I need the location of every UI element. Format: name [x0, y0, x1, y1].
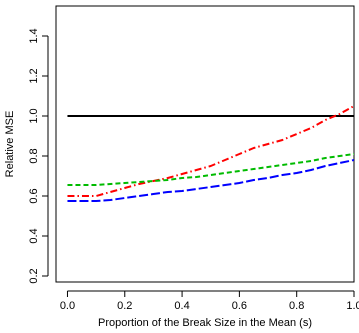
x-tick-label: 0.0: [60, 300, 75, 312]
y-tick-label: 0.8: [28, 148, 40, 163]
y-tick-label: 1.4: [28, 28, 40, 43]
x-tick-label: 0.4: [174, 300, 189, 312]
x-tick-label: 0.2: [117, 300, 132, 312]
x-axis: 0.0 0.2 0.4 0.6 0.8 1.0: [60, 290, 359, 312]
y-tick-label: 1.0: [28, 108, 40, 123]
y-axis-label: Relative MSE: [4, 111, 16, 178]
y-axis: 0.2 0.4 0.6 0.8 1.0 1.2 1.4: [28, 28, 49, 284]
y-tick-label: 0.6: [28, 188, 40, 203]
y-tick-label: 1.2: [28, 68, 40, 83]
x-tick-label: 0.8: [289, 300, 304, 312]
y-tick-label: 0.4: [28, 228, 40, 243]
series-layer: [67, 105, 354, 202]
series-line-2: [67, 105, 354, 197]
x-tick-label: 1.0: [346, 300, 359, 312]
y-tick-label: 0.2: [28, 268, 40, 283]
series-line-4: [67, 159, 354, 202]
x-axis-label: Proportion of the Break Size in the Mean…: [98, 317, 312, 329]
plot-frame: [55, 5, 355, 283]
x-tick-label: 0.6: [232, 300, 247, 312]
series-line-3: [67, 153, 354, 186]
